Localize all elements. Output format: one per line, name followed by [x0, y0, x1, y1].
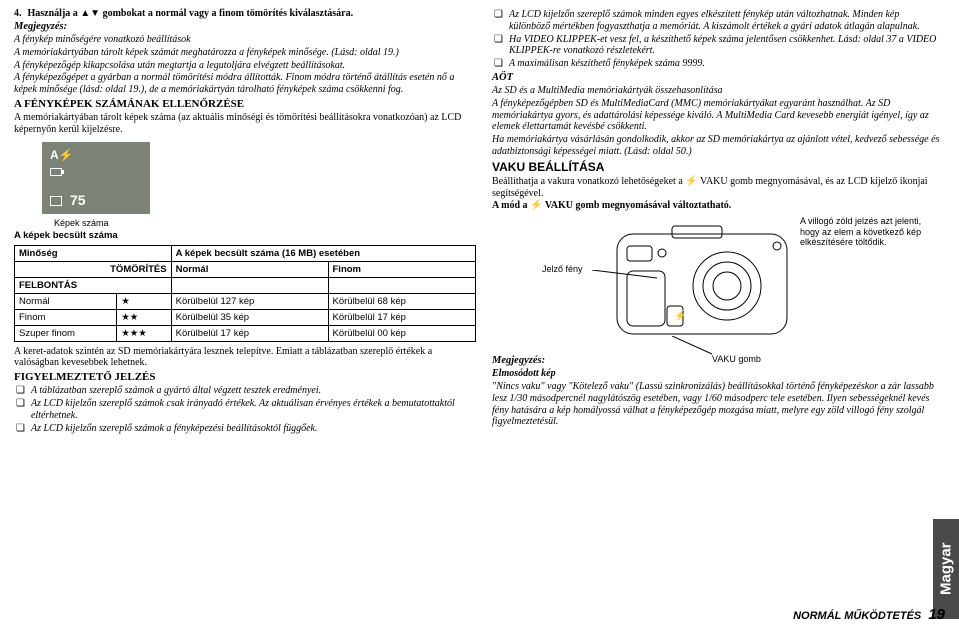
- aot-1: Az SD és a MultiMedia memóriakártyák öss…: [492, 85, 940, 97]
- label-line-icon: [672, 336, 732, 356]
- language-tab: Magyar: [933, 519, 959, 619]
- svg-text:⚡: ⚡: [674, 309, 686, 322]
- notes-title: Megjegyzés:: [14, 21, 476, 32]
- page-footer: NORMÁL MŰKÖDTETÉS 19: [793, 606, 945, 623]
- bullet-icon: ❏: [494, 34, 503, 58]
- note-line-2: A memóriakártyában tárolt képek számát m…: [14, 47, 476, 59]
- step-4: 4. Használja a ▲▼ gombokat a normál vagy…: [14, 8, 476, 19]
- note-line-3: A fényképezőgép kikapcsolása után megtar…: [14, 60, 476, 72]
- bullet-icon: ❏: [16, 398, 25, 422]
- th-quality: Minőség: [15, 245, 172, 261]
- warn-2: Az LCD kijelzőn szereplő számok csak irá…: [31, 398, 476, 422]
- table-title: A képek becsült száma: [14, 230, 476, 241]
- aot-3: Ha memóriakártya vásárlásán gondolkodik,…: [492, 134, 940, 158]
- lcd-caption: Képek száma: [54, 218, 476, 228]
- warn-1: A táblázatban szereplő számok a gyártó á…: [31, 385, 321, 397]
- th-estimate: A képek becsült száma (16 MB) esetében: [171, 245, 475, 261]
- label-indicator-light: Jelző fény: [542, 264, 583, 274]
- lcd-af-icon: A⚡: [50, 148, 74, 162]
- bullet-icon: ❏: [494, 9, 503, 33]
- heading-aot: AÖT: [492, 72, 940, 83]
- heading-photo-count: A FÉNYKÉPEK SZÁMÁNAK ELLENŐRZÉSE: [14, 98, 476, 110]
- flash-p1: Beállíthatja a vakura vonatkozó lehetősé…: [492, 176, 940, 200]
- rnote-2: Ha VIDEO KLIPPEK-et vesz fel, a készíthe…: [509, 34, 940, 58]
- rnote-1: Az LCD kijelzőn szereplő számok minden e…: [509, 9, 940, 33]
- note-subtitle: Elmosódott kép: [492, 368, 940, 380]
- camera-diagram: A villogó zöld jelzés azt jelenti, hogy …: [492, 216, 940, 349]
- lcd-count: 75: [70, 192, 86, 208]
- table-row: Szuper finom ★★★ Körülbelül 17 kép Körül…: [15, 325, 476, 341]
- lcd-preview: A⚡ 75: [42, 142, 150, 214]
- p-photo-count: A memóriakártyában tárolt képek száma (a…: [14, 112, 476, 136]
- note-line-1: A fénykép minőségére vonatkozó beállítás…: [14, 34, 476, 46]
- section-name: NORMÁL MŰKÖDTETÉS: [793, 610, 921, 622]
- bullet-icon: ❏: [494, 58, 503, 70]
- led-note: A villogó zöld jelzés azt jelenti, hogy …: [800, 216, 940, 247]
- label-line-icon: [592, 270, 672, 290]
- card-icon: [50, 196, 62, 206]
- th-compression: TÖMÖRÍTÉS: [15, 261, 172, 277]
- note-line-4: A fényképezőgépet a gyárban a normál töm…: [14, 72, 476, 96]
- bullet-icon: ❏: [16, 423, 25, 435]
- th-fine: Finom: [328, 261, 476, 277]
- warn-3: Az LCD kijelzőn szereplő számok a fényké…: [31, 423, 318, 435]
- page-number: 19: [928, 606, 945, 623]
- bullet-icon: ❏: [16, 385, 25, 397]
- sd-note: A keret-adatok szintén az SD memóriakárt…: [14, 346, 476, 370]
- table-row: Finom ★★ Körülbelül 35 kép Körülbelül 17…: [15, 309, 476, 325]
- aot-2: A fényképezőgépben SD és MultiMediaCard …: [492, 98, 940, 133]
- step-text: Használja a ▲▼ gombokat a normál vagy a …: [28, 8, 354, 19]
- heading-warning: FIGYELMEZTETŐ JELZÉS: [14, 371, 476, 383]
- note-body: "Nincs vaku" vagy "Kötelező vaku" (Lassú…: [492, 381, 940, 428]
- quality-table: Minőség A képek becsült száma (16 MB) es…: [14, 245, 476, 342]
- table-row: Normál ★ Körülbelül 127 kép Körülbelül 6…: [15, 293, 476, 309]
- rnote-3: A maximálisan készíthető fényképek száma…: [509, 58, 705, 70]
- battery-icon: [50, 168, 62, 176]
- heading-flash: VAKU BEÁLLÍTÁSA: [492, 160, 940, 174]
- th-normal: Normál: [171, 261, 328, 277]
- flash-p2: A mód a ⚡ VAKU gomb megnyomásával változ…: [492, 200, 940, 212]
- th-resolution: FELBONTÁS: [15, 277, 172, 293]
- step-num: 4.: [14, 8, 22, 19]
